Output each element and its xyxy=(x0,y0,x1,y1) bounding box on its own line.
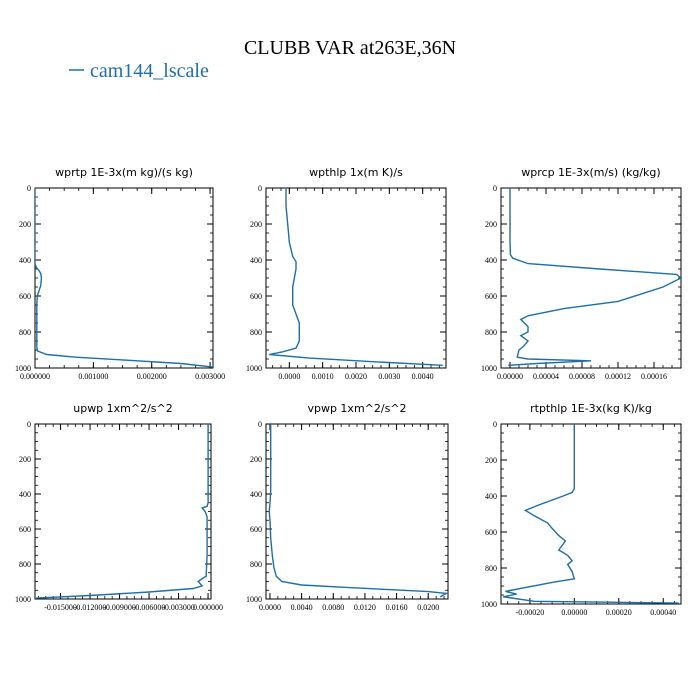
x-tick-label: 0.0080 xyxy=(322,603,344,612)
figure-title: CLUBB VAR at263E,36N xyxy=(244,37,456,59)
x-tick-label: 0.0030 xyxy=(378,372,400,381)
chart-panel-4: upwp 1xm^2/s^2 0 200 400 600 800 1000 -0.015000… xyxy=(15,402,223,612)
panel-grid: wprtp 1E-3x(m kg)/(s kg) 0 200 400 600 800 100… xyxy=(15,166,682,617)
y-tick-label: 800 xyxy=(485,328,497,337)
x-tick-label: 0.00040 xyxy=(650,608,676,617)
x-tick-label: 0.00016 xyxy=(641,372,667,381)
y-tick-label: 0 xyxy=(27,184,31,193)
x-tick-label: 0.00020 xyxy=(606,608,632,617)
series-line xyxy=(503,424,679,604)
chart-title: vpwp 1xm^2/s^2 xyxy=(307,402,406,415)
x-tick-label: 0.00008 xyxy=(569,372,595,381)
series-line xyxy=(268,424,448,598)
x-tick-label: 0.001000 xyxy=(78,372,108,381)
y-tick-label: 800 xyxy=(485,564,497,573)
x-tick-label: 0.000000 xyxy=(20,372,50,381)
x-tick-label: 0.0160 xyxy=(386,603,408,612)
y-tick-label: 0 xyxy=(258,420,262,429)
y-tick-label: 600 xyxy=(485,528,497,537)
plot-frame xyxy=(265,187,447,369)
x-tick-label: 0.002000 xyxy=(137,372,167,381)
y-tick-label: 400 xyxy=(250,490,262,499)
plot-frame xyxy=(500,423,682,605)
y-tick-label: 600 xyxy=(485,292,497,301)
x-tick-label: 0.00000 xyxy=(561,608,587,617)
y-tick-label: 600 xyxy=(250,525,262,534)
y-tick-label: 200 xyxy=(19,220,31,229)
chart-title: rtpthlp 1E-3x(kg K)/kg xyxy=(530,402,652,415)
x-tick-label: 0.0040 xyxy=(291,603,313,612)
chart-title: wprcp 1E-3x(m/s) (kg/kg) xyxy=(521,166,660,179)
y-tick-label: 200 xyxy=(485,220,497,229)
y-tick-label: 200 xyxy=(250,455,262,464)
plot-frame xyxy=(34,423,212,600)
x-tick-label: 0.00004 xyxy=(533,372,559,381)
x-tick-label: -0.003000 xyxy=(162,603,195,612)
x-tick-label: 0.0200 xyxy=(417,603,439,612)
chart-title: wpthlp 1x(m K)/s xyxy=(309,166,403,179)
x-tick-label: 0.0010 xyxy=(312,372,334,381)
y-tick-label: 1000 xyxy=(481,364,497,373)
y-tick-label: 200 xyxy=(19,455,31,464)
y-tick-label: 0 xyxy=(493,420,497,429)
y-tick-label: 600 xyxy=(19,525,31,534)
y-tick-label: 200 xyxy=(485,456,497,465)
plot-frame xyxy=(34,187,214,369)
y-tick-label: 800 xyxy=(250,560,262,569)
y-tick-label: 400 xyxy=(485,492,497,501)
x-tick-label: 0.00000 xyxy=(497,372,523,381)
x-tick-label: 0.000000 xyxy=(193,603,223,612)
chart-panel-3: wprcp 1E-3x(m/s) (kg/kg) 0 200 400 600 800 100… xyxy=(481,166,682,381)
x-tick-label: 0.003000 xyxy=(195,372,225,381)
y-tick-label: 400 xyxy=(485,256,497,265)
y-tick-label: 1000 xyxy=(481,600,497,609)
y-tick-label: 600 xyxy=(19,292,31,301)
y-tick-label: 800 xyxy=(19,328,31,337)
series-line xyxy=(35,424,209,599)
y-tick-label: 0 xyxy=(258,184,262,193)
x-tick-label: 0.0120 xyxy=(354,603,376,612)
series-line xyxy=(35,188,213,368)
y-tick-label: 1000 xyxy=(15,595,31,604)
series-line xyxy=(508,188,681,366)
y-tick-label: 1000 xyxy=(246,595,262,604)
x-tick-label: 0.0000 xyxy=(278,372,300,381)
chart-panel-2: wpthlp 1x(m K)/s 0 200 400 600 800 1000 0.0000 0… xyxy=(246,166,447,381)
y-tick-label: 400 xyxy=(19,256,31,265)
legend: cam144_lscale xyxy=(69,60,209,82)
y-tick-label: 800 xyxy=(250,328,262,337)
x-tick-label: 0.0000 xyxy=(259,603,281,612)
x-tick-label: -0.015000 xyxy=(44,603,77,612)
x-tick-label: -0.006000 xyxy=(133,603,166,612)
y-tick-label: 800 xyxy=(19,560,31,569)
y-tick-label: 0 xyxy=(27,420,31,429)
x-tick-label: 0.00012 xyxy=(605,372,631,381)
chart-panel-1: wprtp 1E-3x(m kg)/(s kg) 0 200 400 600 800 100… xyxy=(15,166,225,381)
y-tick-label: 600 xyxy=(250,292,262,301)
plot-frame xyxy=(265,423,449,600)
chart-panel-6: rtpthlp 1E-3x(kg K)/kg 0 200 400 600 800 1000 -… xyxy=(481,402,682,617)
x-tick-label: 0.0020 xyxy=(345,372,367,381)
y-tick-label: 0 xyxy=(493,184,497,193)
x-tick-label: -0.00020 xyxy=(516,608,545,617)
chart-title: wprtp 1E-3x(m kg)/(s kg) xyxy=(55,166,193,179)
legend-label: cam144_lscale xyxy=(90,60,209,82)
chart-title: upwp 1xm^2/s^2 xyxy=(73,402,173,415)
x-tick-label: -0.012000 xyxy=(74,603,107,612)
y-tick-label: 400 xyxy=(19,490,31,499)
x-tick-label: 0.0040 xyxy=(412,372,434,381)
y-tick-label: 1000 xyxy=(246,364,262,373)
y-tick-label: 400 xyxy=(250,256,262,265)
x-tick-label: -0.009000 xyxy=(103,603,136,612)
series-line xyxy=(269,188,443,366)
y-tick-label: 200 xyxy=(250,220,262,229)
y-tick-label: 1000 xyxy=(15,364,31,373)
